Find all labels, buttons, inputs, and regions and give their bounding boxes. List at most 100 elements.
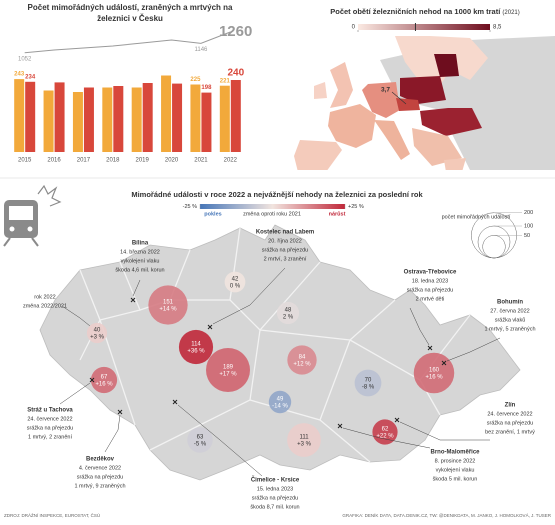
bubble bbox=[354, 369, 382, 397]
event-detail: škoda 4,6 mil. korun bbox=[115, 267, 164, 273]
bubble-count: 42 bbox=[232, 277, 239, 283]
train-light bbox=[27, 226, 33, 232]
bar bbox=[102, 87, 113, 152]
bar-title-box: Počet mimořádných událostí, zraněných a … bbox=[27, 3, 233, 23]
size-legend-circle bbox=[482, 235, 506, 259]
annotation: 3,7 bbox=[381, 87, 390, 94]
x-tick-label: 2018 bbox=[106, 158, 120, 164]
bar bbox=[230, 80, 241, 152]
event-marker bbox=[441, 360, 447, 366]
line-series bbox=[24, 31, 231, 54]
event-marker bbox=[130, 297, 136, 303]
bubble-change: +12 % bbox=[293, 362, 311, 368]
bar bbox=[54, 82, 65, 152]
bubble-count: 151 bbox=[163, 300, 174, 306]
event-detail: srážka na přejezdu bbox=[252, 495, 298, 501]
bubble bbox=[224, 271, 246, 293]
data-label: 1052 bbox=[18, 56, 32, 62]
event-detail: 14. března 2022 bbox=[120, 249, 160, 255]
x-tick-label: 2019 bbox=[136, 158, 150, 164]
color-legend-bar bbox=[200, 204, 345, 209]
europe-title-main: Počet obětí železničních nehod na 1000 k… bbox=[330, 7, 501, 16]
bubble bbox=[287, 423, 321, 457]
event-detail: 20. října 2022 bbox=[268, 238, 302, 244]
crash-burst bbox=[37, 184, 62, 207]
country bbox=[294, 140, 342, 170]
event-detail: 27. června 2022 bbox=[490, 308, 529, 314]
bubble bbox=[86, 322, 108, 344]
event-detail: srážka na přejezdu bbox=[77, 474, 123, 480]
event-detail: 18. ledna 2023 bbox=[412, 278, 448, 284]
event-marker bbox=[394, 417, 400, 423]
data-label: 240 bbox=[227, 68, 244, 79]
leader-line bbox=[177, 404, 263, 477]
data-label: 234 bbox=[25, 74, 36, 80]
bubble-count: 114 bbox=[191, 342, 201, 348]
event-marker bbox=[89, 377, 95, 383]
event-name: Bezděkov bbox=[86, 457, 115, 463]
leader-line bbox=[104, 414, 121, 453]
bubble bbox=[287, 345, 317, 375]
leader-line bbox=[446, 337, 501, 362]
bubble bbox=[148, 285, 188, 325]
event-name: Kostelec nad Labem bbox=[256, 230, 314, 236]
data-label: 198 bbox=[201, 85, 212, 91]
country bbox=[362, 82, 400, 118]
train-icon bbox=[3, 184, 62, 247]
bar bbox=[113, 86, 124, 152]
data-label: 243 bbox=[14, 72, 25, 78]
country bbox=[412, 128, 462, 166]
europe-title: Počet obětí železničních nehod na 1000 k… bbox=[330, 7, 519, 16]
bar bbox=[161, 75, 172, 152]
bar bbox=[131, 87, 142, 152]
bubble bbox=[276, 301, 300, 325]
event-detail: 2 mrtvé děti bbox=[416, 296, 445, 302]
legend-tick-label: -25 % bbox=[183, 204, 197, 210]
legend-label: změna oproti roku 2021 bbox=[243, 211, 301, 217]
country bbox=[444, 158, 466, 170]
data-label: 1260 bbox=[219, 23, 252, 40]
bubble-change: +22 % bbox=[376, 434, 394, 440]
colorbar-label: 0 bbox=[352, 25, 356, 31]
legend-low: pokles bbox=[204, 211, 221, 217]
event-detail: 2 mrtví, 3 zranění bbox=[264, 256, 307, 262]
event-detail: vykolejení vlaku bbox=[436, 467, 475, 473]
bubble-change: +16 % bbox=[425, 375, 443, 381]
bubble-count: 49 bbox=[277, 397, 284, 403]
data-label: 225 bbox=[190, 77, 201, 83]
event-marker bbox=[337, 423, 343, 429]
train-window bbox=[9, 206, 33, 220]
bar bbox=[25, 81, 36, 152]
x-tick-label: 2022 bbox=[224, 158, 238, 164]
bar-chart-title: Počet mimořádných událostí, zraněných a … bbox=[27, 3, 233, 23]
event-detail: 4. července 2022 bbox=[79, 465, 121, 471]
country bbox=[434, 54, 459, 77]
train-light bbox=[9, 226, 15, 232]
event-detail: 24. července 2022 bbox=[27, 416, 72, 422]
europe-map bbox=[290, 36, 555, 170]
data-label: 221 bbox=[220, 78, 231, 84]
event-name: Ostrava-Třebovice bbox=[404, 270, 457, 276]
event-detail: srážka na přejezdu bbox=[262, 247, 308, 253]
leader-line bbox=[61, 305, 91, 327]
event-detail: 8. prosince 2022 bbox=[435, 458, 476, 464]
bubble-change: -8 % bbox=[362, 385, 375, 391]
event-detail: srážka na přejezdu bbox=[487, 420, 533, 426]
x-tick-label: 2016 bbox=[47, 158, 61, 164]
leader-line bbox=[342, 427, 431, 449]
bubble-change: -5 % bbox=[194, 442, 207, 448]
event-detail: 1 mrtvý, 5 zraněných bbox=[484, 326, 535, 332]
bar bbox=[14, 79, 25, 152]
bubble bbox=[268, 390, 292, 414]
bubble-count: 67 bbox=[101, 375, 108, 381]
event-marker bbox=[172, 399, 178, 405]
bubble-count: 70 bbox=[365, 378, 372, 384]
bubble-legend: rok 2022 bbox=[34, 294, 55, 300]
bar bbox=[83, 87, 94, 152]
train-leg bbox=[3, 237, 11, 247]
event-name: Brno-Maloměřice bbox=[430, 450, 480, 456]
bubble-count: 111 bbox=[299, 435, 309, 441]
czech-map bbox=[39, 224, 521, 481]
